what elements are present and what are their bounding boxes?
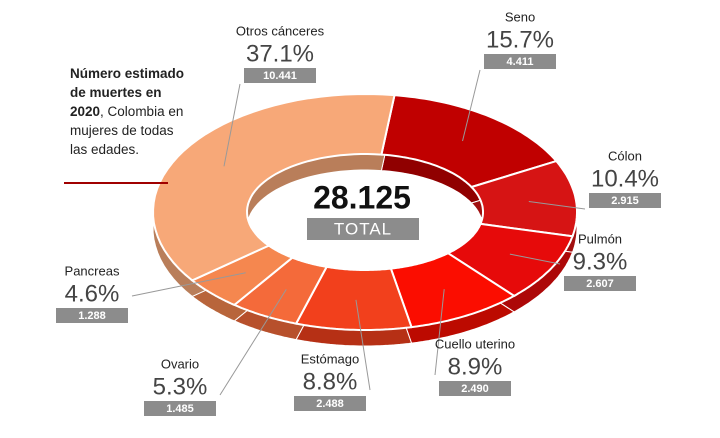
leader-line <box>219 289 287 396</box>
chart-subtitle: , Colombia en mujeres de todas las edade… <box>70 104 184 157</box>
count-box <box>56 308 128 323</box>
legend-label: Cólon <box>608 148 642 163</box>
count-box <box>294 396 366 411</box>
legend-label: Otros cánceres <box>236 23 325 38</box>
count-label: 1.288 <box>78 310 106 322</box>
legend-label: Estómago <box>301 351 360 366</box>
total-value: 28.125 <box>313 179 411 215</box>
leader-line <box>223 83 241 167</box>
count-box <box>589 193 661 208</box>
value-label: 5.3% <box>153 373 208 400</box>
count-box <box>564 276 636 291</box>
value-label: 9.3% <box>573 248 628 275</box>
leader-line <box>355 299 371 391</box>
segment <box>152 92 396 282</box>
count-box <box>244 68 316 83</box>
count-label: 2.488 <box>316 398 344 410</box>
leader-line <box>528 201 586 210</box>
value-label: 15.7% <box>486 26 554 53</box>
count-label: 2.490 <box>461 383 489 395</box>
count-label: 2.915 <box>611 195 639 207</box>
value-label: 10.4% <box>591 165 659 192</box>
leader-line <box>434 289 445 376</box>
legend-label: Cuello uterino <box>435 336 515 351</box>
count-label: 10.441 <box>263 70 297 82</box>
value-label: 4.6% <box>65 280 120 307</box>
note-rule <box>64 182 168 184</box>
chart-title: Número estimado de muertes en 2020 <box>70 66 185 119</box>
count-label: 1.485 <box>166 403 194 415</box>
count-box <box>439 381 511 396</box>
count-box <box>144 401 216 416</box>
leader-line <box>462 69 481 142</box>
value-label: 8.8% <box>303 368 358 395</box>
total-caption: TOTAL <box>334 219 392 238</box>
legend-label: Pulmón <box>578 231 622 246</box>
legend-label: Seno <box>505 9 535 24</box>
legend-label: Pancreas <box>65 263 120 278</box>
legend-label: Ovario <box>161 356 199 371</box>
value-label: 8.9% <box>448 353 503 380</box>
count-box <box>484 54 556 69</box>
chart-note: Número estimado de muertes en 2020, Colo… <box>70 64 190 159</box>
count-label: 4.411 <box>507 56 534 68</box>
value-label: 37.1% <box>246 40 314 67</box>
count-label: 2.607 <box>586 278 614 290</box>
leader-line <box>131 272 246 297</box>
total-caption-box <box>307 218 419 240</box>
leader-line <box>509 253 561 265</box>
